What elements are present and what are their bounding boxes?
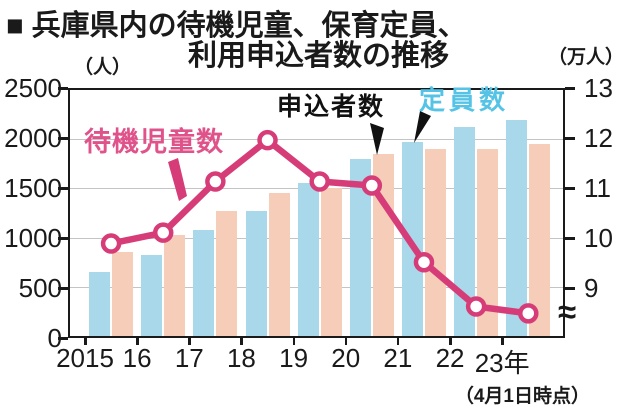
bar-applicants-2018 (268, 193, 290, 336)
right-axis-tick-label-13: 13 (584, 73, 613, 103)
right-axis-tickmark (565, 137, 575, 140)
left-axis-tick-label-1000: 1000 (4, 223, 62, 253)
applicants-label-arrow (370, 123, 384, 155)
line-marker-2019 (309, 171, 330, 192)
x-axis-tickmark (240, 338, 243, 345)
x-axis-label-21: 21 (383, 343, 413, 373)
capacity-label-arrow (414, 111, 431, 143)
left-axis-tickmark (58, 137, 68, 140)
bar-capacity-2020 (349, 158, 371, 336)
bar-capacity-2019 (297, 183, 319, 336)
gridline-2000 (70, 139, 563, 141)
right-axis-tickmark (565, 87, 575, 90)
bar-applicants-2021 (424, 149, 446, 336)
bar-applicants-2019 (320, 188, 342, 336)
page-title-line1: ■ 兵庫県内の待機児童、保育定員、 (6, 10, 467, 42)
x-axis-tickmark (396, 338, 400, 345)
x-axis-tickmark (188, 338, 191, 345)
left-axis-tickmark (58, 237, 68, 240)
line-marker-2021 (413, 251, 435, 273)
bar-applicants-2017 (216, 210, 238, 336)
x-axis-label-18: 18 (226, 343, 256, 373)
right-axis-unit: （万人） (548, 47, 623, 68)
x-axis-label-16: 16 (122, 343, 152, 373)
right-axis-tick-label-10: 10 (584, 223, 613, 253)
x-axis-tickmark (344, 338, 348, 345)
applicants-label: 申込者数 (277, 93, 386, 121)
line-marker-2022 (465, 296, 487, 317)
right-axis-tickmark (565, 187, 575, 190)
left-axis-tick-label-0: 0 (47, 323, 62, 353)
left-axis-tick-label-1500: 1500 (4, 173, 62, 203)
x-axis-tickmark (501, 338, 504, 345)
x-axis-label-22: 22 (435, 343, 465, 373)
x-axis-tickmark (84, 338, 87, 345)
waiting-children-line-chart (100, 111, 539, 324)
right-axis-break-symbol: ≈ (558, 293, 577, 330)
left-axis-tickmark (58, 187, 68, 190)
bar-capacity-2015 (89, 272, 111, 336)
line-marker-2016 (152, 222, 174, 243)
right-axis-tickmark (565, 237, 575, 240)
left-axis-tick-label-2000: 2000 (4, 123, 62, 153)
bar-applicants-2016 (164, 235, 186, 336)
page-title-line2: 利用申込者数の推移 (188, 40, 450, 72)
left-axis-tickmark (58, 87, 68, 90)
x-axis-label-23年: 23年 (474, 348, 530, 378)
left-axis-tickmark (58, 337, 68, 340)
x-axis-tickmark (449, 338, 452, 345)
capacity-label: 定員数 (419, 85, 510, 115)
left-axis-tick-label-2500: 2500 (4, 73, 62, 103)
line-marker-2020 (361, 175, 383, 196)
line-marker-2023 (518, 303, 539, 324)
bar-capacity-2016 (141, 254, 163, 336)
line-marker-2015 (100, 233, 122, 254)
plot-area: 待機児童数 申込者数 定員数 (68, 85, 565, 338)
bar-capacity-2018 (245, 210, 267, 336)
bar-applicants-2022 (477, 149, 499, 336)
x-axis-tickmark (136, 338, 139, 345)
line-marker-2017 (205, 171, 226, 192)
x-axis-date-note: （4月1日時点） (454, 386, 590, 407)
bar-capacity-2017 (193, 230, 215, 336)
bar-applicants-2023 (529, 144, 551, 336)
line-marker-2018 (257, 129, 278, 151)
x-axis-label-19: 19 (279, 343, 309, 373)
left-axis-unit: （人） (74, 57, 132, 78)
waiting-children-label: 待機児童数 (84, 127, 224, 157)
right-axis-tick-label-9: 9 (584, 273, 599, 303)
x-axis-label-2015: 2015 (56, 343, 114, 373)
right-axis-tick-label-12: 12 (584, 123, 613, 153)
plot-layers (70, 90, 563, 336)
waiting-label-leader (168, 158, 187, 201)
bar-capacity-2023 (506, 119, 528, 336)
x-axis-label-20: 20 (331, 343, 361, 373)
x-axis-label-17: 17 (174, 343, 204, 373)
left-axis-tickmark (58, 287, 68, 290)
bar-applicants-2015 (112, 252, 134, 336)
bar-capacity-2021 (401, 141, 423, 336)
right-axis-tickmark (565, 287, 575, 290)
bar-capacity-2022 (454, 126, 476, 336)
right-axis-tick-label-11: 11 (584, 173, 611, 203)
left-axis-tick-label-500: 500 (18, 273, 62, 303)
x-axis-tickmark (292, 338, 296, 345)
